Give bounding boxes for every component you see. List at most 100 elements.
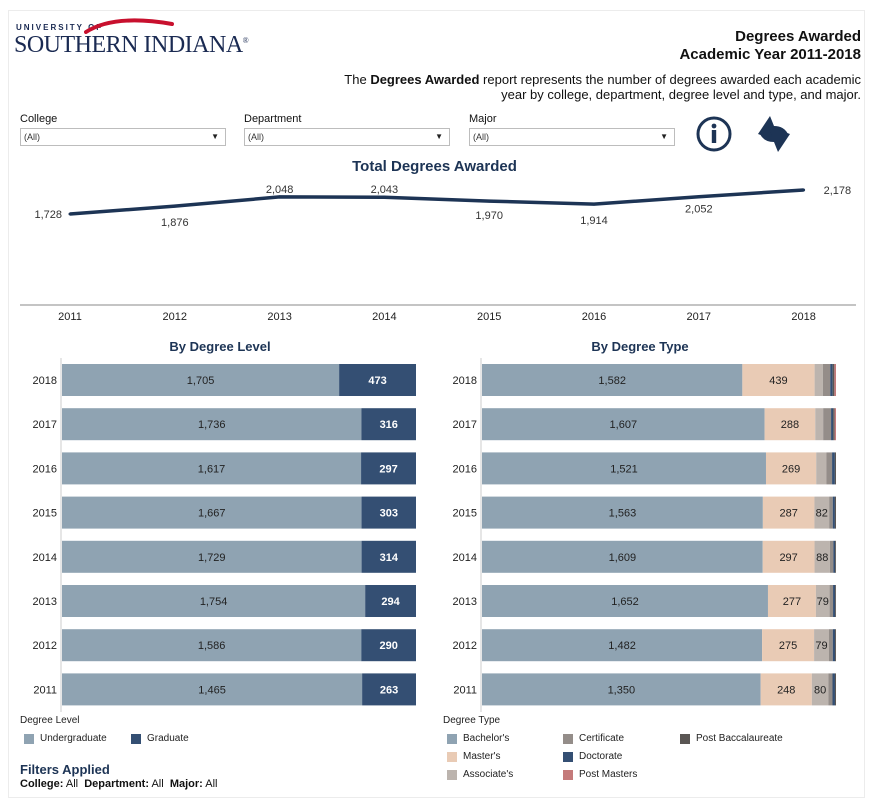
- bar-segment[interactable]: [361, 496, 416, 529]
- bar-segment[interactable]: [832, 452, 835, 485]
- bar-segment[interactable]: [339, 364, 416, 396]
- bar-segment[interactable]: [365, 585, 416, 617]
- bar-segment[interactable]: [832, 673, 835, 706]
- bar-segment[interactable]: [834, 496, 836, 529]
- legend-graduate[interactable]: Graduate: [131, 733, 189, 744]
- bar-segment[interactable]: [762, 540, 815, 573]
- data-point[interactable]: [697, 195, 701, 199]
- bar-segment[interactable]: [361, 408, 416, 441]
- bar-segment[interactable]: [823, 408, 832, 441]
- bar-segment[interactable]: [482, 408, 765, 441]
- bar-segment[interactable]: [833, 540, 836, 573]
- bar-segment[interactable]: [814, 364, 823, 396]
- bar-segment[interactable]: [482, 496, 763, 529]
- bar-segment[interactable]: [482, 673, 761, 706]
- bar-segment[interactable]: [829, 496, 833, 529]
- y-tick-label: 2018: [33, 375, 57, 387]
- bar-segment[interactable]: [482, 540, 763, 573]
- bar-segment[interactable]: [831, 408, 834, 441]
- report-title: Degrees Awarded: [735, 28, 861, 45]
- data-point[interactable]: [278, 195, 282, 199]
- bar-label: 1,617: [198, 463, 226, 475]
- bar-segment[interactable]: [815, 408, 824, 441]
- bar-segment[interactable]: [482, 629, 763, 662]
- bar-segment[interactable]: [830, 364, 833, 396]
- data-point[interactable]: [802, 188, 806, 192]
- bar-segment[interactable]: [62, 673, 363, 706]
- bar-segment[interactable]: [742, 364, 815, 396]
- swatch: [24, 733, 34, 744]
- bar-segment[interactable]: [832, 496, 835, 529]
- bar-label: 473: [368, 375, 386, 387]
- bar-segment[interactable]: [361, 629, 416, 662]
- bar-segment[interactable]: [822, 364, 831, 396]
- bar-segment[interactable]: [835, 585, 836, 617]
- data-point[interactable]: [173, 204, 177, 208]
- legend-bachelors[interactable]: Bachelor's: [447, 733, 509, 744]
- bar-segment[interactable]: [62, 585, 366, 617]
- bar-segment[interactable]: [829, 629, 833, 662]
- dropdown-arrow-icon: ▼: [435, 132, 443, 141]
- bar-segment[interactable]: [62, 496, 362, 529]
- bar-label: 287: [779, 508, 797, 520]
- data-point[interactable]: [382, 195, 386, 199]
- bar-segment[interactable]: [834, 408, 836, 441]
- bar-segment[interactable]: [834, 673, 836, 706]
- department-dropdown[interactable]: (All) ▼: [244, 128, 450, 146]
- bar-segment[interactable]: [482, 585, 768, 617]
- bar-segment[interactable]: [62, 629, 362, 662]
- major-dropdown[interactable]: (All) ▼: [469, 128, 675, 146]
- logo-swoosh-icon: [84, 18, 174, 34]
- bar-segment[interactable]: [362, 673, 416, 706]
- bar-segment[interactable]: [832, 629, 836, 662]
- bar-segment[interactable]: [62, 540, 362, 573]
- bar-segment[interactable]: [767, 585, 816, 617]
- bar-segment[interactable]: [833, 408, 835, 441]
- college-dropdown[interactable]: (All) ▼: [20, 128, 226, 146]
- bar-segment[interactable]: [832, 364, 835, 396]
- bar-segment[interactable]: [826, 452, 833, 485]
- bar-segment[interactable]: [62, 452, 362, 485]
- bar-label: 1,582: [598, 375, 626, 387]
- info-button[interactable]: [695, 115, 733, 153]
- legend-certificate[interactable]: Certificate: [563, 733, 624, 744]
- bar-segment[interactable]: [814, 496, 830, 529]
- bar-segment[interactable]: [762, 629, 815, 662]
- bar-label: 88: [816, 552, 828, 564]
- legend-associates[interactable]: Associate's: [447, 769, 513, 780]
- bar-segment[interactable]: [765, 452, 817, 485]
- legend-doctorate[interactable]: Doctorate: [563, 751, 622, 762]
- bar-segment[interactable]: [764, 408, 816, 441]
- bar-segment[interactable]: [814, 629, 830, 662]
- bar-segment[interactable]: [815, 585, 830, 617]
- bar-segment[interactable]: [833, 585, 836, 617]
- bar-segment[interactable]: [482, 452, 766, 485]
- legend-post-masters[interactable]: Post Masters: [563, 769, 637, 780]
- legend-masters[interactable]: Master's: [447, 751, 500, 762]
- bar-segment[interactable]: [814, 540, 830, 573]
- x-tick-label: 2016: [582, 311, 606, 323]
- bar-segment[interactable]: [361, 540, 416, 573]
- bar-segment[interactable]: [361, 452, 416, 485]
- reset-button[interactable]: [752, 112, 796, 156]
- bar-segment[interactable]: [835, 629, 836, 662]
- report-subtitle: Academic Year 2011-2018: [679, 46, 861, 63]
- bar-segment[interactable]: [482, 364, 743, 396]
- legend-undergraduate[interactable]: Undergraduate: [24, 733, 107, 744]
- data-point[interactable]: [68, 212, 72, 216]
- bar-segment[interactable]: [829, 585, 834, 617]
- bar-segment[interactable]: [835, 540, 836, 573]
- bar-segment[interactable]: [62, 408, 362, 441]
- bar-segment[interactable]: [762, 496, 815, 529]
- bar-segment[interactable]: [816, 452, 827, 485]
- bar-segment[interactable]: [829, 540, 834, 573]
- data-point[interactable]: [487, 199, 491, 203]
- bar-segment[interactable]: [62, 364, 340, 396]
- bar-segment[interactable]: [828, 673, 833, 706]
- bar-segment[interactable]: [811, 673, 829, 706]
- legend-post-baccalaureate[interactable]: Post Baccalaureate: [680, 733, 783, 744]
- bar-segment[interactable]: [834, 452, 836, 485]
- data-point[interactable]: [592, 202, 596, 206]
- bar-segment[interactable]: [760, 673, 812, 706]
- bar-segment[interactable]: [834, 364, 836, 396]
